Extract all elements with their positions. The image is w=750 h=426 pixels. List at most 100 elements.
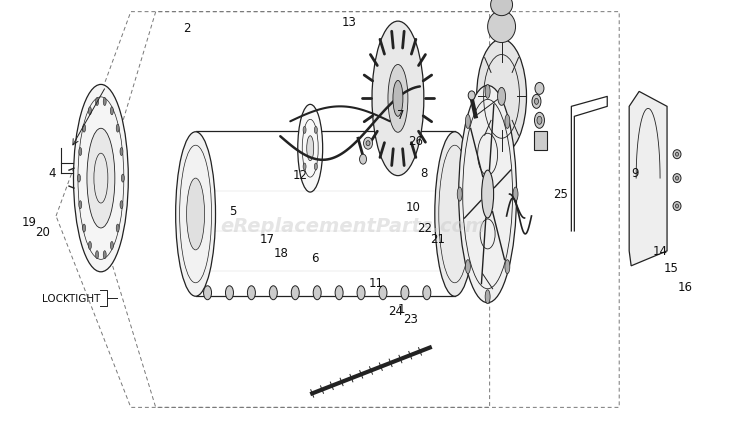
- Ellipse shape: [357, 286, 365, 300]
- Ellipse shape: [490, 0, 512, 17]
- Ellipse shape: [388, 65, 408, 133]
- Ellipse shape: [122, 175, 124, 183]
- Ellipse shape: [372, 22, 424, 176]
- Ellipse shape: [87, 129, 115, 228]
- Ellipse shape: [485, 290, 490, 304]
- Ellipse shape: [307, 136, 314, 161]
- Ellipse shape: [269, 286, 278, 300]
- Ellipse shape: [95, 251, 98, 259]
- Ellipse shape: [482, 171, 494, 219]
- Ellipse shape: [176, 132, 215, 296]
- Ellipse shape: [74, 85, 128, 272]
- Ellipse shape: [477, 40, 526, 154]
- Text: 9: 9: [632, 166, 639, 179]
- Text: 15: 15: [664, 262, 679, 275]
- Ellipse shape: [673, 174, 681, 183]
- Ellipse shape: [532, 95, 541, 109]
- Ellipse shape: [298, 105, 322, 193]
- Ellipse shape: [459, 86, 517, 303]
- Ellipse shape: [673, 202, 681, 211]
- Text: 17: 17: [260, 232, 274, 245]
- Ellipse shape: [435, 132, 475, 296]
- Ellipse shape: [104, 251, 106, 259]
- Ellipse shape: [95, 98, 98, 106]
- Ellipse shape: [458, 187, 462, 201]
- Ellipse shape: [485, 85, 490, 99]
- Text: 16: 16: [678, 281, 693, 294]
- Ellipse shape: [110, 107, 113, 115]
- Ellipse shape: [364, 138, 373, 150]
- Ellipse shape: [120, 201, 123, 209]
- Ellipse shape: [88, 107, 92, 115]
- Ellipse shape: [104, 98, 106, 106]
- Ellipse shape: [314, 127, 317, 134]
- Text: 12: 12: [292, 168, 308, 181]
- Ellipse shape: [673, 150, 681, 159]
- Text: 6: 6: [311, 251, 319, 264]
- Ellipse shape: [314, 286, 321, 300]
- Ellipse shape: [676, 204, 679, 208]
- Text: 23: 23: [403, 313, 418, 325]
- Ellipse shape: [423, 286, 430, 300]
- Ellipse shape: [676, 153, 679, 157]
- Ellipse shape: [466, 260, 470, 274]
- Text: 7: 7: [398, 109, 405, 122]
- Ellipse shape: [401, 286, 409, 300]
- Polygon shape: [535, 132, 548, 151]
- Text: 4: 4: [48, 166, 56, 179]
- Ellipse shape: [676, 177, 679, 181]
- Ellipse shape: [82, 225, 86, 233]
- Ellipse shape: [116, 125, 119, 133]
- Ellipse shape: [79, 201, 82, 209]
- Ellipse shape: [535, 113, 544, 129]
- Text: 20: 20: [35, 226, 50, 239]
- Ellipse shape: [77, 175, 80, 183]
- Ellipse shape: [335, 286, 343, 300]
- Text: 10: 10: [406, 200, 421, 213]
- Text: 22: 22: [418, 222, 433, 234]
- Ellipse shape: [505, 260, 510, 274]
- Polygon shape: [629, 92, 667, 266]
- Ellipse shape: [466, 115, 470, 129]
- Text: 26: 26: [408, 134, 423, 147]
- Text: 1: 1: [398, 302, 405, 315]
- Ellipse shape: [359, 155, 367, 165]
- Ellipse shape: [116, 225, 119, 233]
- Ellipse shape: [291, 286, 299, 300]
- Text: 8: 8: [420, 166, 428, 179]
- Ellipse shape: [203, 286, 211, 300]
- Text: 2: 2: [183, 22, 190, 35]
- Text: 25: 25: [553, 187, 568, 200]
- Text: 21: 21: [430, 232, 445, 245]
- Ellipse shape: [82, 125, 86, 133]
- Text: eReplacementParts.com: eReplacementParts.com: [220, 216, 485, 235]
- Ellipse shape: [537, 117, 542, 125]
- Ellipse shape: [379, 286, 387, 300]
- Text: 18: 18: [274, 247, 289, 260]
- Ellipse shape: [248, 286, 256, 300]
- Ellipse shape: [488, 12, 515, 43]
- Ellipse shape: [110, 242, 113, 250]
- Ellipse shape: [226, 286, 233, 300]
- Ellipse shape: [535, 99, 538, 105]
- Ellipse shape: [468, 92, 476, 101]
- Text: LOCKTIGHT: LOCKTIGHT: [42, 293, 100, 303]
- Ellipse shape: [497, 88, 506, 106]
- Text: 5: 5: [230, 204, 237, 217]
- Ellipse shape: [120, 148, 123, 156]
- Ellipse shape: [535, 83, 544, 95]
- Ellipse shape: [303, 127, 306, 134]
- Ellipse shape: [505, 115, 510, 129]
- Text: 11: 11: [369, 276, 384, 290]
- Text: 19: 19: [22, 215, 38, 228]
- Ellipse shape: [314, 164, 317, 171]
- Text: 14: 14: [653, 245, 668, 258]
- Ellipse shape: [88, 242, 92, 250]
- Ellipse shape: [303, 164, 306, 171]
- Text: 13: 13: [341, 16, 356, 29]
- Ellipse shape: [393, 81, 403, 117]
- Ellipse shape: [366, 141, 370, 147]
- Ellipse shape: [79, 148, 82, 156]
- Text: 24: 24: [388, 304, 404, 317]
- Ellipse shape: [187, 178, 205, 250]
